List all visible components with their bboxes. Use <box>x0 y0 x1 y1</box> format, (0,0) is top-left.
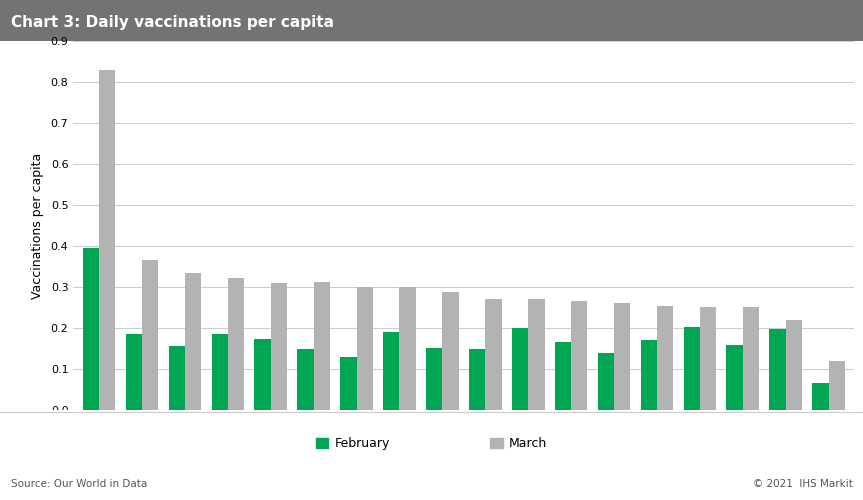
Text: Source: Our World in Data: Source: Our World in Data <box>11 479 148 489</box>
Bar <box>614 304 630 410</box>
Bar <box>727 345 743 410</box>
Bar <box>469 350 485 410</box>
Bar <box>700 306 716 410</box>
Bar <box>683 327 700 410</box>
Bar <box>400 288 416 410</box>
Bar <box>640 340 657 410</box>
Bar <box>99 70 116 410</box>
Bar <box>443 292 459 410</box>
Bar <box>185 274 201 410</box>
Bar <box>571 300 588 410</box>
Bar <box>485 299 501 410</box>
Bar <box>770 329 785 410</box>
Bar <box>512 328 528 410</box>
Bar <box>255 340 271 410</box>
Bar <box>598 354 614 410</box>
Y-axis label: Vaccinations per capita: Vaccinations per capita <box>31 152 44 298</box>
Text: © 2021  IHS Markit: © 2021 IHS Markit <box>753 479 853 489</box>
Bar <box>555 342 571 410</box>
Bar <box>743 306 759 410</box>
Bar <box>126 334 142 410</box>
Bar <box>426 348 443 410</box>
Bar <box>142 260 158 410</box>
Bar <box>168 346 185 410</box>
Bar <box>83 248 99 410</box>
Text: Chart 3: Daily vaccinations per capita: Chart 3: Daily vaccinations per capita <box>11 15 334 30</box>
Bar <box>211 334 228 410</box>
Bar <box>298 348 313 410</box>
Legend: February, March: February, March <box>311 432 552 456</box>
Bar <box>313 282 330 410</box>
Bar <box>356 287 373 410</box>
Bar <box>528 299 545 410</box>
Bar <box>812 384 828 410</box>
Bar <box>383 332 400 410</box>
Bar <box>340 356 356 410</box>
Bar <box>828 361 845 410</box>
Bar <box>228 278 244 410</box>
Bar <box>271 283 287 410</box>
Bar <box>785 320 802 410</box>
Bar <box>657 306 673 410</box>
